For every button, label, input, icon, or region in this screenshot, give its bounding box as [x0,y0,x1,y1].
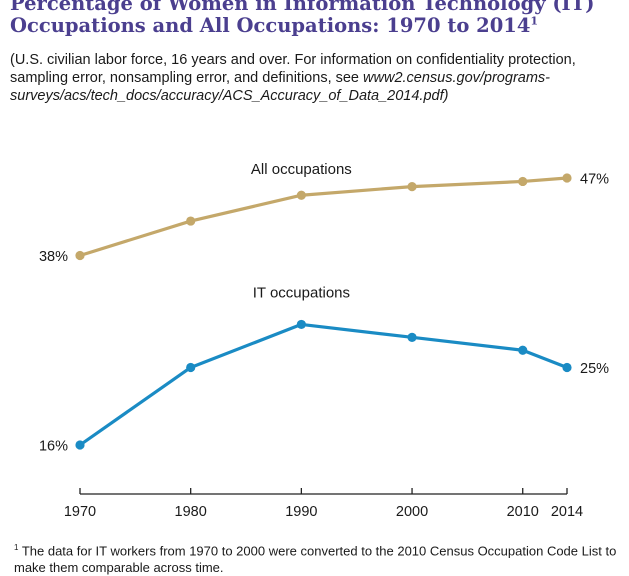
x-tick-label-2014: 2014 [551,504,583,520]
it-occupations-point-2014 [562,362,572,373]
it-occupations-series-label: IT occupations [253,284,350,301]
footnote-marker: 1 [14,543,19,552]
footnote: 1 The data for IT workers from 1970 to 2… [14,540,619,576]
source-link-text: www2.census.gov/programs-surveys/acs/tec… [10,70,550,104]
all-occupations-point-2000 [407,182,417,192]
chart-title-line2: Occupations and All Occupations: 1970 to… [10,14,531,37]
footnote-text: The data for IT workers from 1970 to 200… [14,543,617,575]
chart-title: Percentage of Women in Information Techn… [10,0,625,37]
it-occupations-point-1970 [75,440,85,450]
all-occupations-line [79,176,568,258]
all-occupations-point-1990 [296,190,306,200]
chart-title-line1: Percentage of Women in Information Techn… [10,0,595,15]
chart-note: (U.S. civilian labor force, 16 years and… [10,51,625,105]
it-occupations-point-2010 [518,345,528,355]
it-occupations-point-1990 [296,319,306,330]
x-tick-label-1990: 1990 [285,504,317,520]
x-tick-label-2010: 2010 [507,504,539,520]
it-occupations-start-label: 16% [39,439,68,455]
x-tick-label-1970: 1970 [64,504,96,520]
all-occupations-end-label: 47% [580,172,609,188]
all-occupations-series-label: All occupations [251,161,352,178]
x-tick-label-1980: 1980 [175,504,207,520]
all-occupations-start-label: 38% [39,249,68,265]
it-occupations-end-label: 25% [580,361,609,377]
title-footnote-marker: 1 [530,14,539,28]
chart-note-text: (U.S. civilian labor force, 16 years and… [10,52,576,86]
x-tick-label-2000: 2000 [396,504,428,520]
all-occupations-point-2010 [518,176,528,187]
it-occupations-point-1980 [186,362,196,373]
it-occupations-line [79,322,568,447]
all-occupations-point-2014 [562,173,572,183]
all-occupations-point-1970 [75,250,85,261]
it-occupations-point-2000 [407,332,417,342]
all-occupations-point-1980 [186,216,196,226]
